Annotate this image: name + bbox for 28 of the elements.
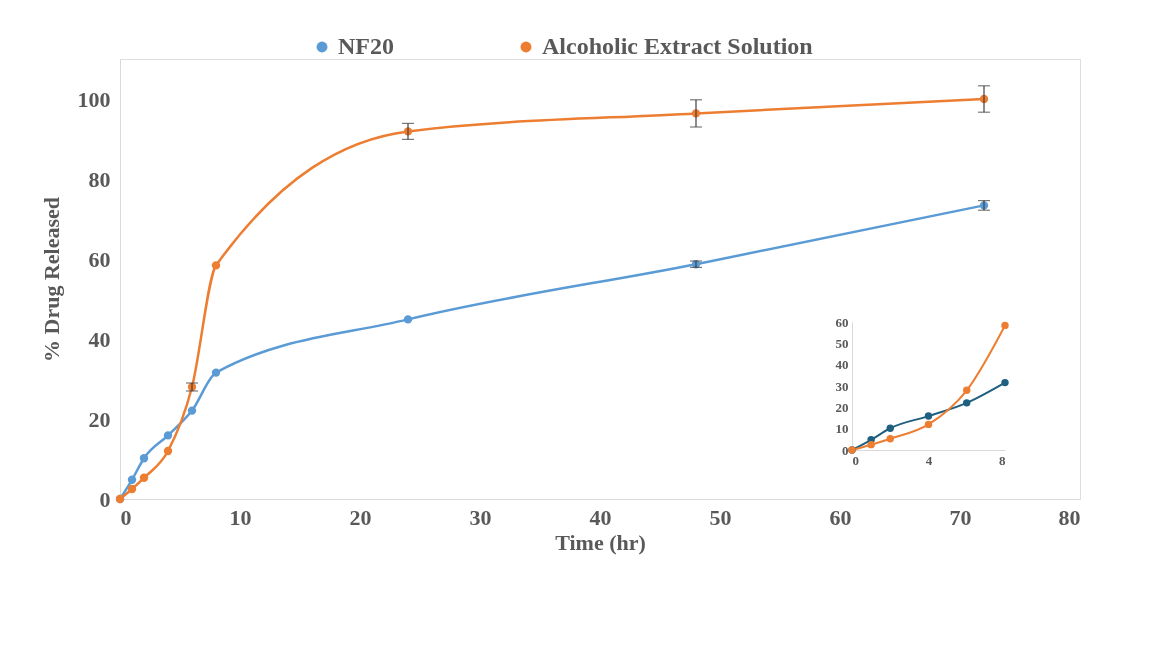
- x-tick-label: 0: [120, 504, 132, 530]
- x-axis-title: Time (hr): [555, 529, 646, 555]
- y-tick-label: 40: [88, 326, 111, 352]
- y-tick-label: 60: [835, 314, 849, 330]
- x-tick-label: 40: [589, 504, 612, 530]
- y-tick-label: 20: [835, 399, 849, 415]
- y-tick-label: 0: [842, 442, 849, 458]
- x-tick-label: 50: [709, 504, 732, 530]
- y-tick-label: 20: [88, 406, 111, 432]
- x-tick-label: 70: [949, 504, 972, 530]
- x-tick-label: 4: [925, 452, 933, 468]
- x-tick-label: 8: [999, 452, 1006, 468]
- y-tick-label: 10: [835, 421, 849, 437]
- y-tick-label: 0: [99, 486, 111, 512]
- y-tick-label: 100: [77, 86, 111, 112]
- y-tick-label: 80: [88, 166, 111, 192]
- x-tick-label: 30: [469, 504, 492, 530]
- legend-label: Alcoholic Extract Solution: [542, 33, 813, 59]
- x-tick-label: 80: [1058, 504, 1081, 530]
- x-tick-label: 0: [852, 452, 859, 468]
- y-tick-label: 50: [835, 335, 849, 351]
- legend-label: NF20: [338, 33, 394, 59]
- y-axis-title: % Drug Released: [38, 197, 64, 362]
- x-tick-label: 10: [229, 504, 252, 530]
- y-tick-label: 30: [835, 378, 849, 394]
- x-tick-label: 20: [349, 504, 372, 530]
- y-tick-label: 60: [88, 246, 111, 272]
- y-tick-label: 40: [835, 357, 849, 373]
